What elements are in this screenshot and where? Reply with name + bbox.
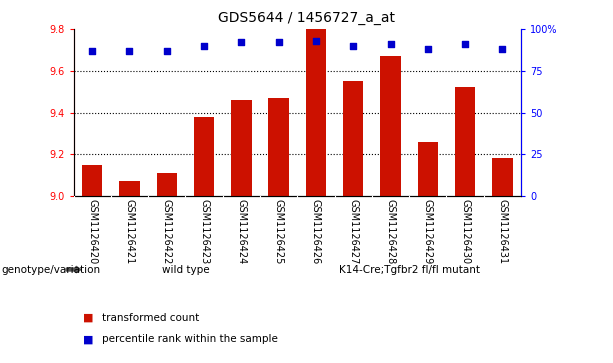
Bar bbox=[268, 98, 289, 196]
Point bbox=[124, 48, 134, 54]
Bar bbox=[194, 117, 215, 196]
Bar bbox=[120, 182, 140, 196]
Text: wild type: wild type bbox=[162, 265, 209, 274]
Point bbox=[87, 48, 97, 54]
Text: GSM1126422: GSM1126422 bbox=[162, 199, 172, 264]
Bar bbox=[82, 165, 102, 196]
Text: ■: ■ bbox=[83, 313, 93, 323]
Text: GSM1126426: GSM1126426 bbox=[311, 199, 321, 264]
Bar bbox=[417, 142, 438, 196]
Point bbox=[423, 46, 433, 52]
Point bbox=[311, 38, 321, 44]
Point bbox=[237, 40, 246, 45]
Text: GSM1126423: GSM1126423 bbox=[199, 199, 209, 264]
Bar bbox=[380, 56, 401, 196]
Text: GDS5644 / 1456727_a_at: GDS5644 / 1456727_a_at bbox=[218, 11, 395, 25]
Text: GSM1126431: GSM1126431 bbox=[497, 199, 508, 264]
Text: ■: ■ bbox=[83, 334, 93, 344]
Text: percentile rank within the sample: percentile rank within the sample bbox=[102, 334, 278, 344]
Point bbox=[274, 40, 284, 45]
Bar bbox=[455, 87, 475, 196]
Bar bbox=[306, 29, 326, 196]
Text: K14-Cre;Tgfbr2 fl/fl mutant: K14-Cre;Tgfbr2 fl/fl mutant bbox=[338, 265, 480, 274]
Point bbox=[498, 46, 508, 52]
Text: genotype/variation: genotype/variation bbox=[1, 265, 101, 274]
Text: GSM1126429: GSM1126429 bbox=[423, 199, 433, 264]
Point bbox=[199, 43, 209, 49]
Point bbox=[386, 41, 395, 47]
Text: GSM1126427: GSM1126427 bbox=[348, 199, 358, 264]
Text: GSM1126421: GSM1126421 bbox=[124, 199, 134, 264]
Bar bbox=[492, 159, 512, 196]
Point bbox=[348, 43, 358, 49]
Text: GSM1126430: GSM1126430 bbox=[460, 199, 470, 264]
Text: GSM1126428: GSM1126428 bbox=[386, 199, 395, 264]
Point bbox=[162, 48, 172, 54]
Text: transformed count: transformed count bbox=[102, 313, 200, 323]
Text: GSM1126425: GSM1126425 bbox=[273, 199, 284, 264]
Bar bbox=[156, 173, 177, 196]
Point bbox=[460, 41, 470, 47]
Bar bbox=[231, 100, 251, 196]
Text: GSM1126424: GSM1126424 bbox=[237, 199, 246, 264]
Text: GSM1126420: GSM1126420 bbox=[87, 199, 97, 264]
Bar bbox=[343, 81, 364, 196]
